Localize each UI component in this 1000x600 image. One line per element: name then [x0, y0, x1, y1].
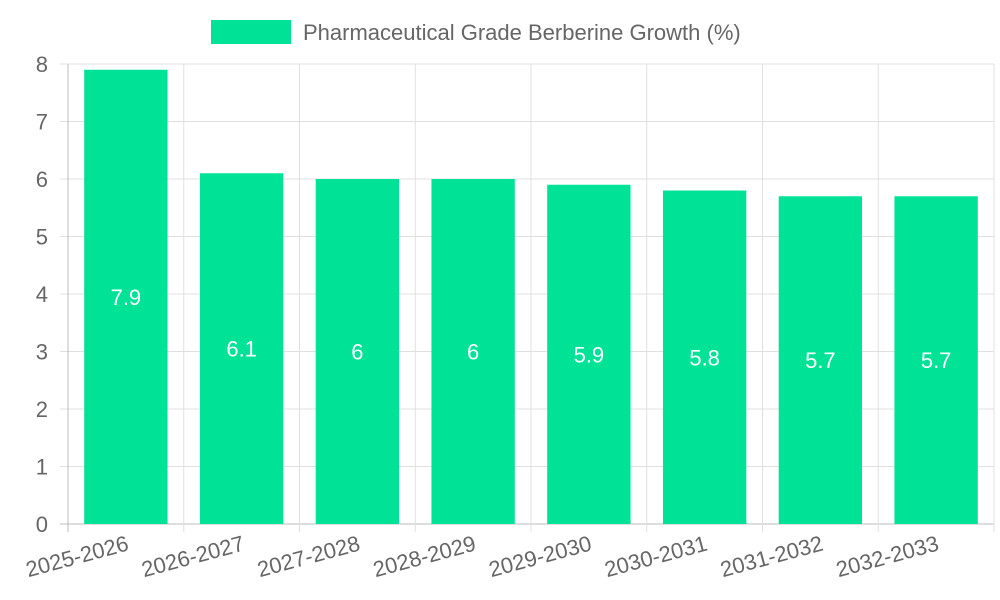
- x-tick-label: 2026-2027: [139, 531, 247, 582]
- legend-swatch[interactable]: [211, 20, 291, 44]
- y-axis-tick-labels: 0 1 2 3 4 5 6 7 8: [36, 52, 48, 537]
- x-tick-label: 2029-2030: [486, 531, 594, 582]
- x-tick-label: 2028-2029: [370, 531, 478, 582]
- bar-2025-2026[interactable]: [84, 69, 168, 524]
- bar-2029-2030[interactable]: [547, 184, 631, 524]
- bar-2032-2033[interactable]: [894, 196, 978, 524]
- y-tick-label: 2: [36, 397, 48, 422]
- y-tick-label: 3: [36, 340, 48, 365]
- bar-2026-2027[interactable]: [199, 173, 284, 524]
- bar-2027-2028[interactable]: [315, 179, 400, 524]
- x-tick-label: 2031-2032: [718, 531, 826, 582]
- y-tick-label: 4: [36, 282, 48, 307]
- bars: [84, 69, 978, 525]
- x-tick-label: 2032-2033: [833, 531, 941, 582]
- bar-data-label: 5.7: [805, 348, 836, 373]
- bar-data-label: 6.1: [226, 337, 257, 362]
- bar-data-label: 7.9: [111, 285, 142, 310]
- y-tick-label: 8: [36, 52, 48, 77]
- bar-2028-2029[interactable]: [431, 179, 515, 524]
- legend-label[interactable]: Pharmaceutical Grade Berberine Growth (%…: [303, 20, 741, 45]
- x-tick-label: 2027-2028: [255, 531, 363, 582]
- bar-2030-2031[interactable]: [662, 190, 747, 525]
- x-tick-label: 2030-2031: [602, 531, 710, 582]
- y-tick-label: 6: [36, 167, 48, 192]
- bar-data-label: 6: [467, 340, 479, 365]
- bar-data-labels: 7.9 6.1 6 6 5.9 5.8 5.7 5.7: [111, 285, 952, 373]
- bar-data-label: 5.9: [574, 342, 605, 367]
- bar-data-label: 6: [351, 340, 363, 365]
- y-tick-label: 5: [36, 225, 48, 250]
- y-tick-label: 0: [36, 512, 48, 537]
- bar-data-label: 5.8: [689, 345, 720, 370]
- x-axis-tick-labels: 2025-2026 2026-2027 2027-2028 2028-2029 2029…: [23, 531, 941, 582]
- bar-2031-2032[interactable]: [778, 196, 863, 524]
- legend[interactable]: Pharmaceutical Grade Berberine Growth (%…: [211, 20, 741, 45]
- y-tick-label: 1: [36, 455, 48, 480]
- x-tick-label: 2025-2026: [23, 531, 131, 582]
- y-tick-label: 7: [36, 110, 48, 135]
- bar-data-label: 5.7: [921, 348, 952, 373]
